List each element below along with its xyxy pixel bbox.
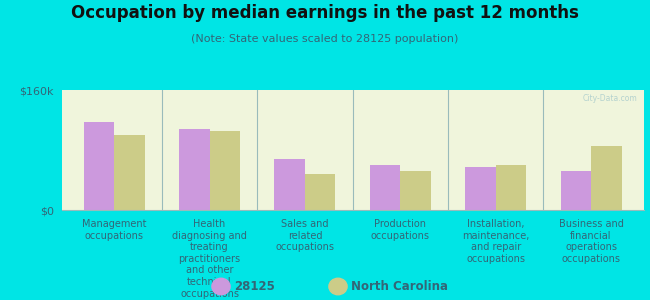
- Bar: [370, 165, 400, 210]
- Bar: [179, 129, 209, 210]
- Bar: [84, 122, 114, 210]
- Bar: [591, 146, 621, 210]
- Bar: [305, 174, 335, 210]
- Text: Occupation by median earnings in the past 12 months: Occupation by median earnings in the pas…: [71, 4, 579, 22]
- Bar: [209, 130, 240, 210]
- Bar: [560, 171, 591, 210]
- Text: North Carolina: North Carolina: [351, 280, 448, 293]
- Text: 28125: 28125: [234, 280, 275, 293]
- Bar: [274, 159, 305, 210]
- Text: (Note: State values scaled to 28125 population): (Note: State values scaled to 28125 popu…: [191, 34, 459, 44]
- Bar: [465, 167, 496, 210]
- Bar: [496, 165, 526, 210]
- Bar: [400, 171, 431, 210]
- Text: City-Data.com: City-Data.com: [583, 94, 638, 103]
- Bar: [114, 135, 145, 210]
